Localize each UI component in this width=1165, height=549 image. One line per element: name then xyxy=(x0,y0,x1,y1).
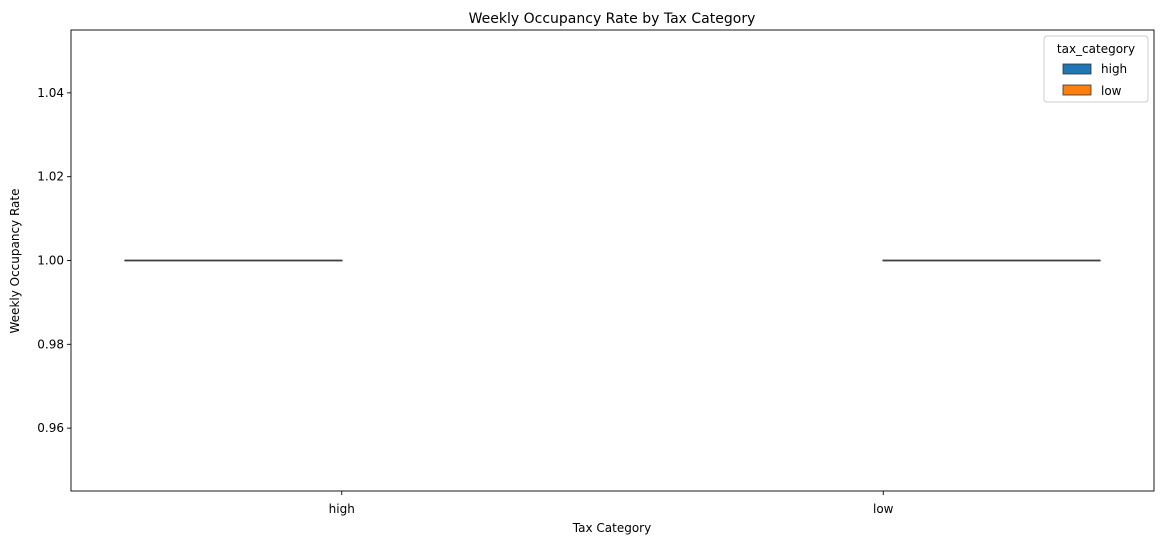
chart-title: Weekly Occupancy Rate by Tax Category xyxy=(469,11,756,27)
y-axis-ticks: 0.96 0.98 1.00 1.02 1.04 xyxy=(37,86,71,435)
x-axis-ticks: high low xyxy=(329,491,894,516)
y-axis-label: Weekly Occupancy Rate xyxy=(8,189,22,334)
y-tick-label: 1.04 xyxy=(37,86,64,100)
legend: tax_category high low xyxy=(1044,36,1148,102)
legend-swatch-high xyxy=(1063,64,1091,74)
y-tick-label: 0.98 xyxy=(37,337,64,351)
legend-title: tax_category xyxy=(1057,42,1135,56)
x-tick-label: low xyxy=(873,502,894,516)
y-tick-label: 0.96 xyxy=(37,421,64,435)
y-tick-label: 1.02 xyxy=(37,170,64,184)
x-axis-label: Tax Category xyxy=(572,521,651,535)
y-tick-label: 1.00 xyxy=(37,254,64,268)
legend-label-high: high xyxy=(1101,62,1127,76)
legend-swatch-low xyxy=(1063,85,1091,95)
legend-label-low: low xyxy=(1101,84,1122,98)
x-tick-label: high xyxy=(329,502,355,516)
